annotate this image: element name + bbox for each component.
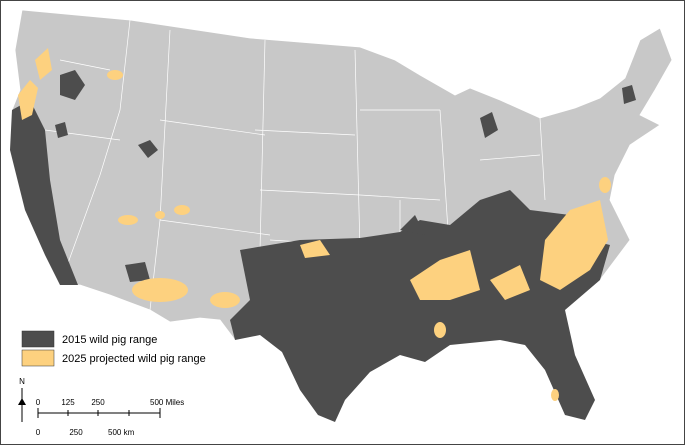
legend-label: 2015 wild pig range	[62, 334, 157, 346]
scale-label: 0	[36, 428, 41, 437]
scale-label: 250	[69, 428, 83, 437]
north-arrow: N	[18, 377, 26, 422]
scale-label: 500 km	[108, 428, 135, 437]
range-2025	[18, 48, 611, 401]
scale-label: 125	[61, 398, 75, 407]
legend-swatch	[21, 330, 55, 348]
legend-label: 2025 projected wild pig range	[62, 353, 206, 365]
scale-label: 250	[91, 398, 105, 407]
legend-swatch	[21, 349, 55, 367]
north-label: N	[19, 377, 25, 386]
scale-bar: 0 125 250 500 Miles 0 250 500 km	[36, 398, 184, 437]
scale-label: 500 Miles	[150, 398, 184, 407]
scale-label: 0	[36, 398, 41, 407]
